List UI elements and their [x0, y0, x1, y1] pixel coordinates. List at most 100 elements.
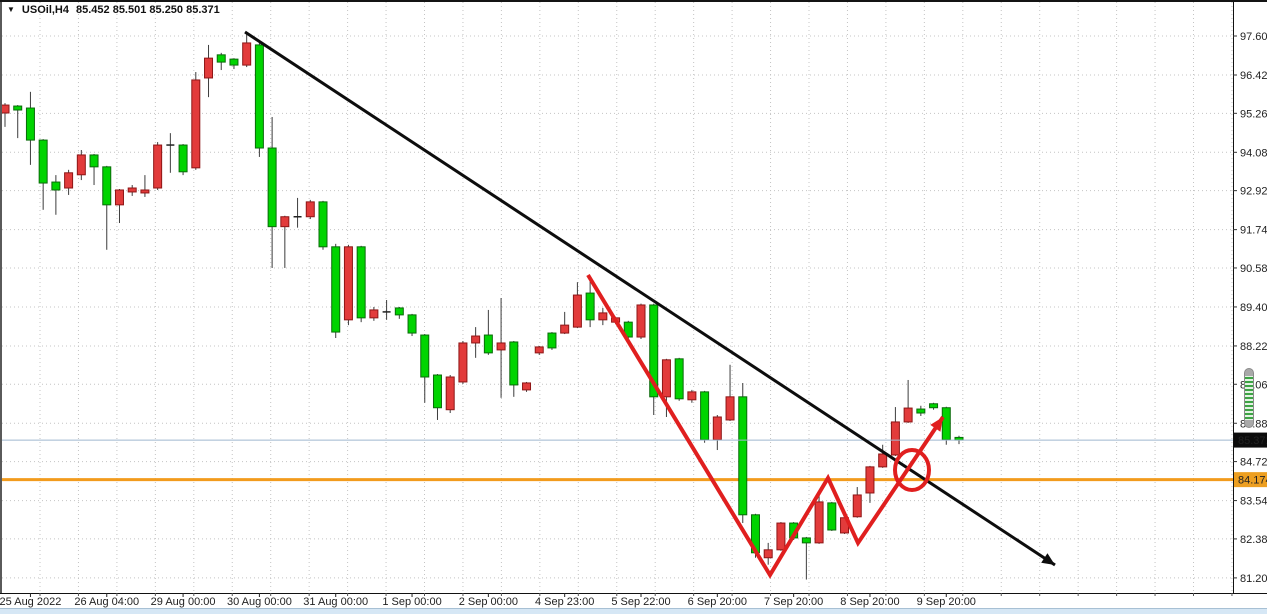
- candle: [471, 327, 481, 358]
- scrollbar-thumb[interactable]: [1244, 368, 1254, 428]
- candle: [166, 133, 175, 173]
- candle: [534, 345, 544, 355]
- candle: [929, 402, 939, 410]
- x-axis-label: 29 Aug 00:00: [151, 596, 216, 608]
- candle: [2, 103, 10, 127]
- symbol-dropdown-icon[interactable]: ▼: [7, 5, 15, 14]
- zigzag-annotation[interactable]: [586, 273, 945, 579]
- candle: [916, 405, 926, 416]
- candlestick-series: [2, 33, 964, 580]
- candle: [102, 165, 112, 250]
- gridlines: [2, 2, 1233, 593]
- x-axis-label: 6 Sep 20:00: [688, 596, 747, 608]
- candle: [687, 389, 697, 403]
- y-axis-background: [1233, 0, 1267, 614]
- candle: [267, 116, 277, 268]
- y-axis[interactable]: 97.600 96.420 95.260 94.080 92.920 91.740 90.5…: [1233, 31, 1267, 585]
- x-axis-label: 30 Aug 00:00: [227, 596, 292, 608]
- candle: [738, 382, 748, 524]
- x-axis-label: 5 Sep 22:00: [611, 596, 670, 608]
- candle: [153, 142, 163, 190]
- y-axis-label: 95.260: [1240, 108, 1267, 120]
- y-axis-label: 90.580: [1240, 263, 1267, 275]
- x-axis-label: 1 Sep 00:00: [382, 596, 441, 608]
- candle: [712, 414, 722, 451]
- trendline-annotation[interactable]: [244, 30, 1056, 567]
- candle: [725, 364, 735, 421]
- y-axis-label: 88.220: [1240, 341, 1267, 353]
- candle: [865, 465, 875, 503]
- symbol-timeframe-label: USOil,H4: [21, 4, 69, 16]
- candle: [776, 522, 786, 551]
- candle: [51, 175, 61, 215]
- candle: [229, 58, 239, 70]
- candle: [331, 243, 341, 339]
- circle-annotation[interactable]: [893, 448, 931, 492]
- candle: [64, 169, 74, 195]
- candle: [305, 199, 315, 220]
- svg-text:85.371: 85.371: [1238, 435, 1267, 447]
- candle: [878, 444, 888, 468]
- x-axis-label: 8 Sep 20:00: [840, 596, 899, 608]
- candle: [89, 153, 99, 186]
- bid-price-tag: 85.371: [1234, 432, 1267, 448]
- candle: [76, 149, 86, 181]
- candle: [254, 42, 264, 157]
- x-axis[interactable]: 25 Aug 2022 26 Aug 04:00 29 Aug 00:00 30 Au…: [0, 593, 1233, 608]
- window-top-border: [0, 0, 1267, 2]
- candle: [572, 282, 582, 329]
- candle: [38, 139, 48, 210]
- candle: [674, 357, 684, 401]
- candle: [700, 390, 710, 443]
- candle: [216, 52, 226, 71]
- candle: [598, 307, 608, 326]
- y-axis-label: 96.420: [1240, 70, 1267, 82]
- candle: [407, 313, 417, 337]
- candle: [890, 407, 900, 456]
- chart-header: ▼ USOil,H4 85.452 85.501 85.250 85.371: [7, 4, 220, 16]
- candle: [852, 487, 862, 518]
- candle: [204, 44, 214, 98]
- level-price-tag: 84.174: [1234, 472, 1267, 488]
- candle: [343, 244, 353, 326]
- candle: [127, 185, 137, 196]
- y-axis-label: 83.540: [1240, 496, 1267, 508]
- candle: [242, 33, 252, 68]
- candle: [560, 311, 570, 335]
- candle: [318, 200, 328, 250]
- y-axis-label: 97.600: [1240, 31, 1267, 43]
- candle: [394, 306, 404, 319]
- candle: [522, 381, 532, 392]
- candle: [191, 72, 201, 170]
- window-left-border: [0, 2, 2, 593]
- y-axis-label: 82.380: [1240, 534, 1267, 546]
- candle: [420, 334, 430, 403]
- ohlc-values: 85.452 85.501 85.250 85.371: [76, 4, 220, 16]
- y-axis-label: 81.200: [1240, 573, 1267, 585]
- window-bottom-strip: [0, 608, 1267, 614]
- arrowhead: [1041, 553, 1055, 565]
- candle: [178, 144, 188, 176]
- candle: [432, 374, 442, 420]
- y-axis-label: 94.080: [1240, 147, 1267, 159]
- x-axis-label: 31 Aug 00:00: [303, 596, 368, 608]
- candle: [25, 91, 35, 165]
- candle: [445, 375, 455, 414]
- x-axis-label: 2 Sep 00:00: [459, 596, 518, 608]
- candle: [941, 406, 951, 445]
- x-axis-background: [0, 593, 1267, 608]
- y-axis-label: 84.720: [1240, 457, 1267, 469]
- x-axis-label: 4 Sep 23:00: [535, 596, 594, 608]
- x-axis-label: 7 Sep 20:00: [764, 596, 823, 608]
- candle: [509, 340, 519, 397]
- candle: [623, 320, 633, 340]
- candle: [636, 303, 646, 340]
- x-axis-label: 25 Aug 2022: [0, 596, 61, 608]
- candle: [369, 306, 379, 321]
- candle: [649, 303, 659, 415]
- candle: [483, 309, 493, 355]
- y-axis-label: 92.920: [1240, 186, 1267, 198]
- candle: [903, 379, 913, 423]
